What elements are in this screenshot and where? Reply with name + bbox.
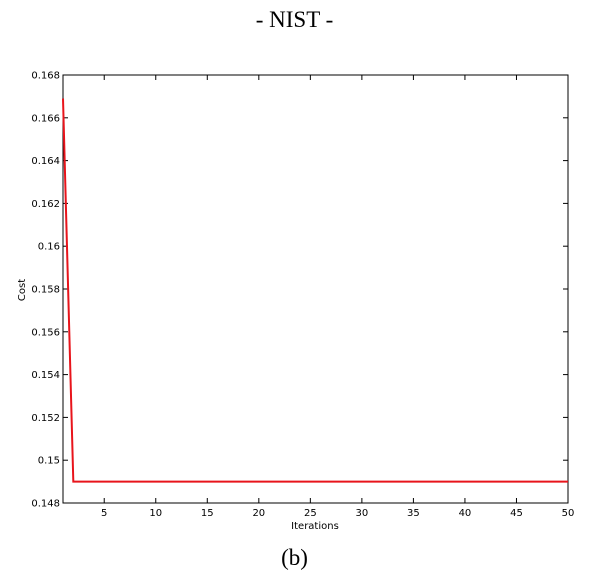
y-tick-label: 0.156	[31, 327, 60, 338]
x-tick-label: 40	[459, 508, 472, 519]
y-tick-label: 0.16	[38, 242, 60, 253]
x-tick-label: 45	[510, 508, 523, 519]
y-tick-label: 0.158	[31, 285, 60, 296]
x-tick-label: 25	[304, 508, 317, 519]
y-tick-label: 0.164	[31, 156, 60, 167]
y-tick-label: 0.152	[31, 413, 60, 424]
y-tick-label: 0.15	[38, 456, 60, 467]
figure-caption: (b)	[281, 545, 308, 570]
x-tick-label: 30	[356, 508, 369, 519]
y-axis: 0.148 0.15 0.152 0.154 0.156 0.158 0.16 0.162 0.…	[31, 71, 568, 510]
x-tick-label: 20	[252, 508, 265, 519]
y-tick-label: 0.166	[31, 113, 60, 124]
y-tick-label: 0.154	[31, 370, 60, 381]
cost-series-line	[62, 98, 568, 483]
series-group	[62, 98, 568, 483]
y-tick-label: 0.162	[31, 199, 60, 210]
x-tick-label: 15	[201, 508, 214, 519]
x-axis-label: Iterations	[291, 521, 339, 532]
chart-title: - NIST -	[255, 7, 334, 32]
x-tick-label: 35	[407, 508, 420, 519]
y-tick-label: 0.148	[31, 499, 60, 510]
y-axis-label: Cost	[17, 279, 28, 301]
plot-area	[62, 74, 569, 504]
y-tick-label: 0.168	[31, 71, 60, 82]
x-tick-label: 5	[101, 508, 107, 519]
x-axis: 5 10 15 20 25 30 35 40 45 50	[101, 75, 574, 519]
x-tick-label: 10	[149, 508, 162, 519]
x-tick-label: 50	[562, 508, 575, 519]
